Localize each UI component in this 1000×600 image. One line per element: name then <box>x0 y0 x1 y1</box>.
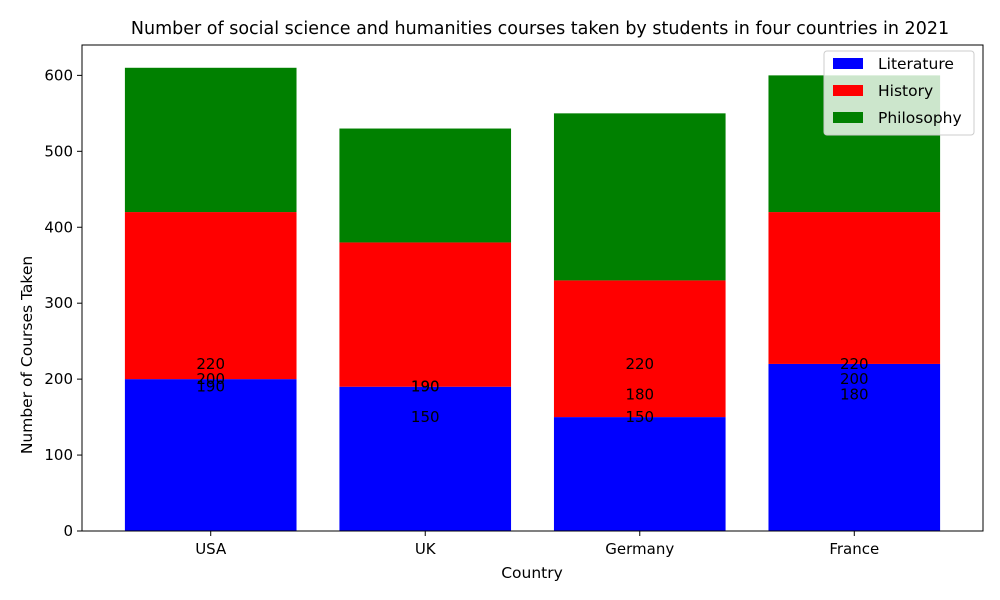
legend-label-literature: Literature <box>878 55 954 73</box>
x-tick-label: Germany <box>605 540 674 558</box>
plot-frame <box>81 44 984 532</box>
data-label: 180 <box>840 385 869 403</box>
axes-layer: 0 100 200 300 400 500 600 USA UK Germany France <box>44 44 984 558</box>
y-tick-label: 100 <box>44 446 73 464</box>
bar-history-usa <box>124 212 297 380</box>
bar-philosophy-germany <box>553 113 726 281</box>
legend-label-philosophy: Philosophy <box>878 109 962 127</box>
bar-philosophy-uk <box>339 128 512 243</box>
legend-swatch-history <box>833 85 863 96</box>
x-tick-label: UK <box>415 540 437 558</box>
data-label: 180 <box>625 385 654 403</box>
data-label: 220 <box>196 355 225 373</box>
bar-history-france <box>768 212 941 364</box>
data-label: 200 <box>840 370 869 388</box>
bar-literature-uk <box>339 386 512 531</box>
bar-literature-usa <box>124 379 297 531</box>
legend-swatch-philosophy <box>833 112 863 123</box>
legend: Literature History Philosophy <box>823 50 975 136</box>
bar-literature-germany <box>553 417 726 531</box>
data-label: 220 <box>840 355 869 373</box>
y-tick-label: 200 <box>44 370 73 388</box>
data-label: 200 <box>196 370 225 388</box>
bar-literature-france <box>768 363 941 531</box>
legend-label-history: History <box>878 82 933 100</box>
y-tick-label: 600 <box>44 66 73 84</box>
data-label: 220 <box>625 355 654 373</box>
data-label: 190 <box>411 378 440 396</box>
y-axis-label: Number of Courses Taken <box>18 256 36 454</box>
y-tick-label: 300 <box>44 294 73 312</box>
x-axis-label: Country <box>501 564 563 582</box>
y-tick-label: 500 <box>44 142 73 160</box>
bar-philosophy-usa <box>124 67 297 213</box>
data-label: 190 <box>411 378 440 396</box>
data-label: 150 <box>625 408 654 426</box>
x-tick-label: USA <box>195 540 227 558</box>
y-tick-label: 0 <box>63 522 73 540</box>
legend-swatch-literature <box>833 58 863 69</box>
bar-history-uk <box>339 242 512 387</box>
bar-history-germany <box>553 280 726 418</box>
y-tick-label: 400 <box>44 218 73 236</box>
bars-layer <box>124 67 941 531</box>
chart-title: Number of social science and humanities … <box>131 19 949 39</box>
data-label: 150 <box>411 408 440 426</box>
data-label: 190 <box>196 378 225 396</box>
x-tick-label: France <box>829 540 879 558</box>
